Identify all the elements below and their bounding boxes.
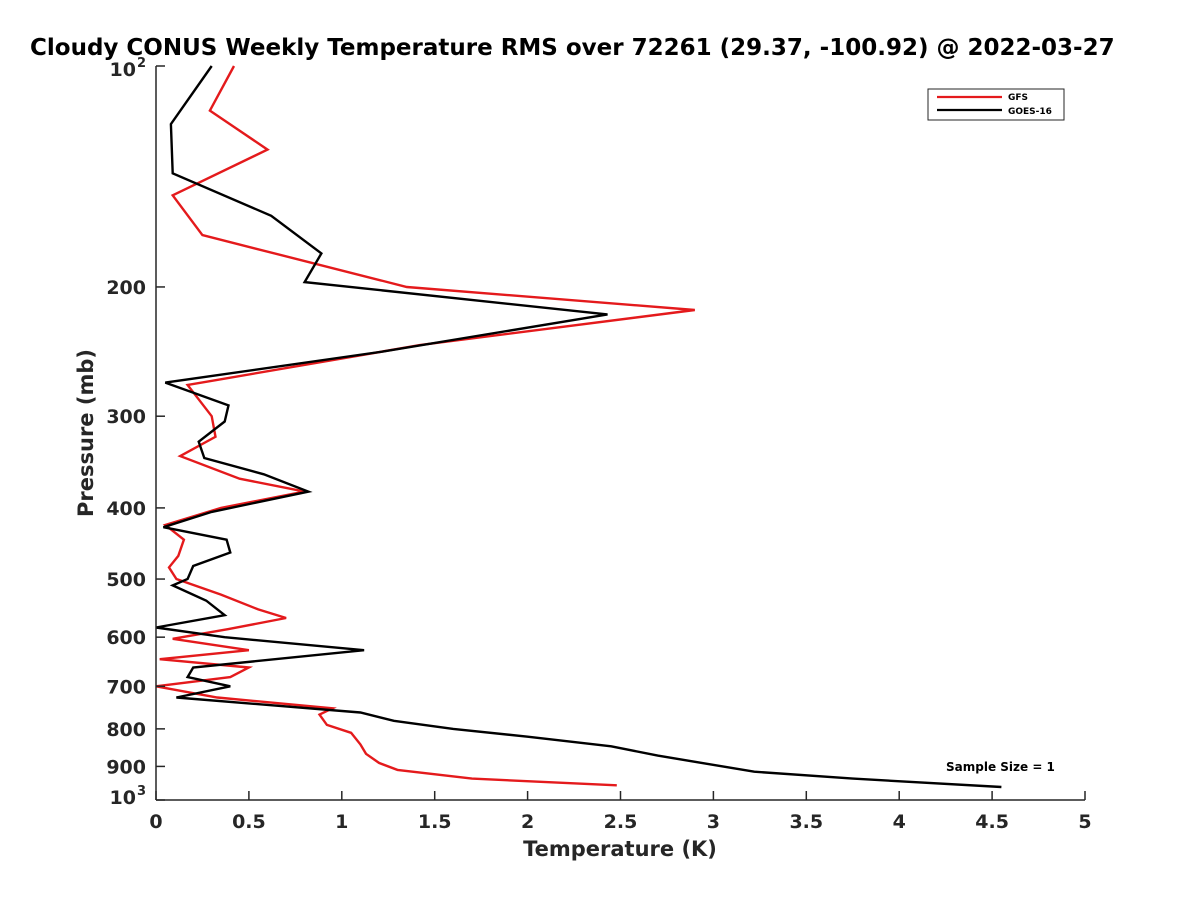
- x-tick-label: 2.5: [604, 811, 638, 833]
- y-tick-label: 200: [106, 277, 146, 299]
- series-layer: [155, 65, 1002, 789]
- legend-box: [927, 88, 1065, 121]
- y-tick-label: 400: [106, 498, 146, 520]
- series-line-goes16: [155, 65, 1002, 789]
- x-tick-label: 0.5: [232, 811, 266, 833]
- x-tick-label: 5: [1078, 811, 1091, 833]
- chart-title: Cloudy CONUS Weekly Temperature RMS over…: [30, 35, 1115, 61]
- legend-label-gfs: GFS: [1008, 93, 1028, 103]
- y-tick-label: 10: [110, 59, 136, 81]
- x-axis-ticks: 0 0.5 1 1.5 2 2.5 3 3.5 4 4.5 5: [149, 791, 1092, 833]
- legend: GFS GOES-16: [927, 88, 1065, 121]
- x-tick-label: 3.5: [789, 811, 823, 833]
- x-tick-label: 0: [149, 811, 162, 833]
- x-axis-label: Temperature (K): [523, 837, 717, 861]
- y-tick-label: 700: [106, 676, 146, 698]
- y-tick-exponent: 3: [137, 784, 146, 799]
- x-tick-label: 4: [893, 811, 906, 833]
- x-tick-label: 1: [335, 811, 348, 833]
- legend-label-goes16: GOES-16: [1008, 107, 1052, 117]
- x-tick-label: 4.5: [975, 811, 1009, 833]
- x-tick-label: 3: [707, 811, 720, 833]
- y-tick-exponent: 2: [137, 56, 146, 71]
- y-tick-label: 500: [106, 569, 146, 591]
- series-line-gfs: [155, 65, 695, 787]
- y-tick-label: 600: [106, 627, 146, 649]
- x-tick-label: 2: [521, 811, 534, 833]
- y-tick-label: 10: [110, 787, 136, 809]
- y-tick-label: 900: [106, 756, 146, 778]
- y-axis-label: Pressure (mb): [74, 349, 98, 517]
- plot-area: [156, 66, 1085, 800]
- y-tick-label: 300: [106, 406, 146, 428]
- sample-size-annotation: Sample Size = 1: [946, 760, 1055, 774]
- y-tick-label: 800: [106, 719, 146, 741]
- x-tick-label: 1.5: [418, 811, 452, 833]
